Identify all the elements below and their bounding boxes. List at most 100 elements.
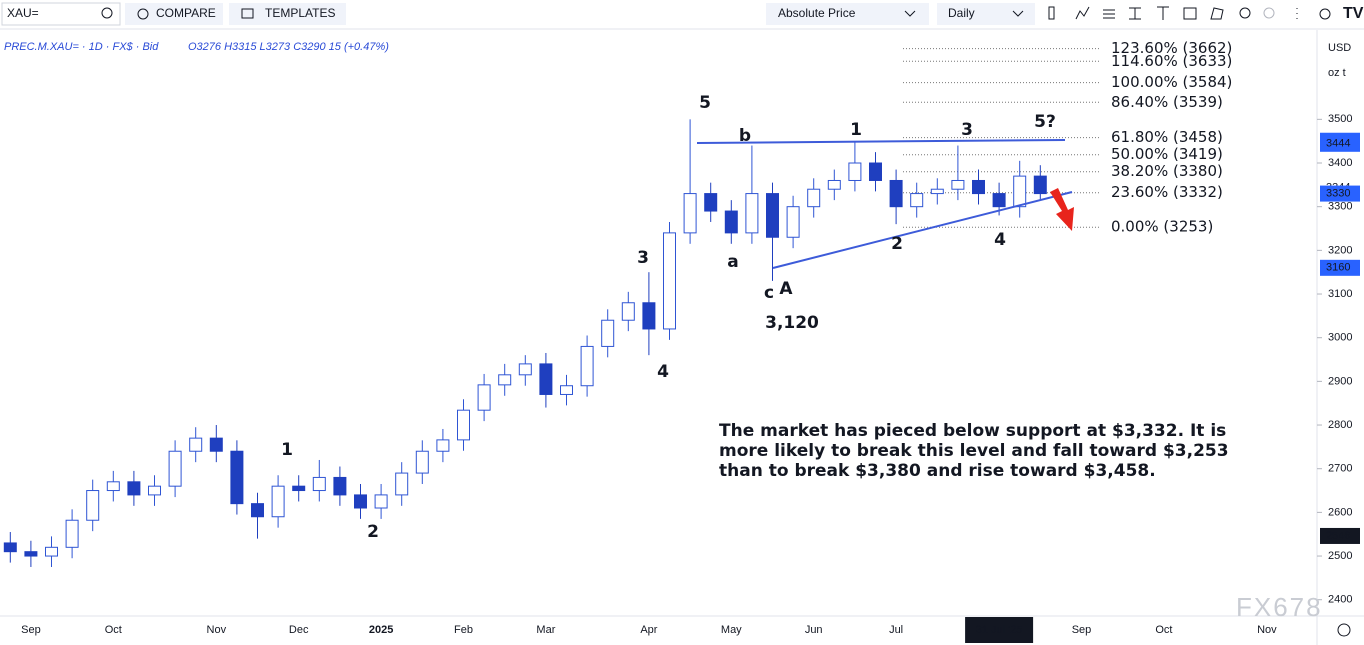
symbol-input[interactable] bbox=[1, 2, 121, 26]
legend-instrument: PREC.M.XAU= · 1D · FX$ · Bid bbox=[4, 41, 159, 53]
tool-icon[interactable] bbox=[1183, 7, 1197, 20]
y-tick-label: 3000 bbox=[1328, 332, 1352, 344]
candle-body bbox=[848, 162, 862, 181]
tool-icon[interactable] bbox=[1210, 7, 1224, 20]
candle-body bbox=[889, 179, 903, 208]
compare-label: COMPARE bbox=[156, 6, 216, 20]
x-tick-label: Sep bbox=[21, 624, 41, 636]
fib-label: 123.60% (3662) bbox=[1111, 39, 1232, 57]
tool-icons bbox=[1048, 6, 1331, 20]
price-label: 3160 bbox=[1326, 262, 1350, 274]
fib-label: 114.60% (3633) bbox=[1111, 52, 1232, 70]
candle-body bbox=[3, 542, 17, 553]
tool-icon[interactable] bbox=[1239, 7, 1251, 19]
y-tick-label: 3500 bbox=[1328, 113, 1352, 125]
candle-body bbox=[168, 450, 182, 487]
candle-body bbox=[457, 409, 470, 441]
candle-body bbox=[910, 193, 924, 208]
price-label-box bbox=[1320, 259, 1360, 276]
wave-label: 5 bbox=[699, 93, 711, 113]
candle-body bbox=[1013, 175, 1027, 208]
plot-area: 123.60% (3662)114.60% (3633) 100.00% (358… bbox=[3, 39, 1232, 567]
y-tick-label: 3100 bbox=[1328, 288, 1352, 300]
currency-label: USD bbox=[1328, 42, 1351, 54]
tool-icon[interactable] bbox=[1157, 6, 1169, 20]
wave-label: 3 bbox=[961, 120, 973, 140]
tool-icon[interactable] bbox=[1129, 7, 1141, 20]
y-tick-label: 2600 bbox=[1328, 506, 1352, 518]
plus-icon bbox=[137, 8, 149, 20]
support-line bbox=[772, 191, 1073, 269]
resistance-line bbox=[696, 139, 1066, 144]
x-tick-label: Dec bbox=[289, 624, 309, 636]
candle-body bbox=[24, 551, 38, 557]
templates-button[interactable] bbox=[229, 3, 346, 25]
tool-icon[interactable] bbox=[1048, 6, 1055, 20]
tool-icon[interactable] bbox=[1075, 6, 1090, 20]
tool-icon[interactable] bbox=[1319, 8, 1331, 20]
wave-label: A bbox=[779, 279, 793, 299]
candle-body bbox=[972, 179, 985, 195]
price-label: 3444 bbox=[1326, 138, 1350, 150]
candle-body bbox=[601, 319, 615, 347]
candle-body bbox=[106, 481, 120, 492]
candle-body bbox=[271, 485, 285, 518]
candle-body bbox=[395, 472, 409, 496]
candle-body bbox=[807, 188, 821, 208]
y-tick-label: 2500 bbox=[1328, 550, 1352, 562]
down-arrow bbox=[1050, 188, 1074, 231]
wave-label: b bbox=[739, 126, 751, 146]
x-tick-label: 31 Jul '25 bbox=[976, 624, 1023, 636]
fib-label: 50.00% (3419) bbox=[1111, 145, 1223, 163]
symbol-text: XAU= bbox=[7, 6, 39, 20]
candle-body bbox=[477, 384, 491, 411]
wave-label: 1 bbox=[281, 440, 293, 460]
candle-body bbox=[86, 490, 100, 521]
tool-icon[interactable] bbox=[1263, 7, 1275, 19]
candle-body bbox=[65, 519, 79, 548]
price-label-box bbox=[1320, 185, 1360, 202]
candle-body bbox=[436, 439, 450, 452]
candle-body bbox=[45, 546, 58, 557]
legend-quote: O3276 H3315 L3273 C3290 15 (+0.47%) bbox=[188, 41, 389, 53]
wave-label: 4 bbox=[657, 362, 669, 382]
candle-body bbox=[766, 193, 779, 238]
dropdown-arrow bbox=[904, 10, 916, 17]
unit-label: oz t bbox=[1328, 67, 1346, 79]
wave-label: 2 bbox=[891, 234, 903, 254]
candle-body bbox=[354, 494, 367, 509]
settings-icon[interactable] bbox=[1337, 623, 1351, 637]
candle-body bbox=[498, 374, 512, 386]
interval-select[interactable] bbox=[937, 3, 1035, 25]
templates-label: TEMPLATES bbox=[265, 6, 335, 20]
logo: TV bbox=[1343, 5, 1364, 22]
candle-body bbox=[251, 503, 264, 518]
candle-body bbox=[663, 232, 676, 330]
candle-body bbox=[704, 193, 718, 212]
y-tick-label: 2400 bbox=[1328, 594, 1352, 606]
candle-body bbox=[189, 437, 203, 452]
price-mode-select[interactable] bbox=[766, 3, 929, 25]
y-tick-label: 2700 bbox=[1328, 463, 1352, 475]
candle-body bbox=[827, 179, 841, 190]
annotation-line: more likely to break this level and fall… bbox=[719, 441, 1229, 461]
candle-body bbox=[951, 179, 965, 190]
wave-label: 5? bbox=[1034, 112, 1056, 132]
watermark: FX678 bbox=[1236, 592, 1323, 622]
price-label-box bbox=[1320, 135, 1360, 152]
price-label: 3330 bbox=[1326, 187, 1350, 199]
tool-icon[interactable] bbox=[1103, 9, 1115, 19]
compare-button[interactable] bbox=[125, 3, 223, 25]
candle-body bbox=[992, 193, 1006, 208]
wave-label: a bbox=[727, 252, 738, 272]
fib-label: 100.00% (3584) bbox=[1111, 73, 1232, 91]
wave-label: 3,120 bbox=[765, 313, 819, 333]
candle-body bbox=[930, 188, 944, 195]
price-label-box bbox=[1320, 527, 1360, 544]
fib-label: 61.80% (3458) bbox=[1111, 128, 1223, 146]
search-icon bbox=[101, 7, 113, 19]
wave-label: 2 bbox=[367, 522, 379, 542]
price-mode-label: Absolute Price bbox=[778, 6, 856, 20]
wave-label: 3 bbox=[637, 248, 649, 268]
